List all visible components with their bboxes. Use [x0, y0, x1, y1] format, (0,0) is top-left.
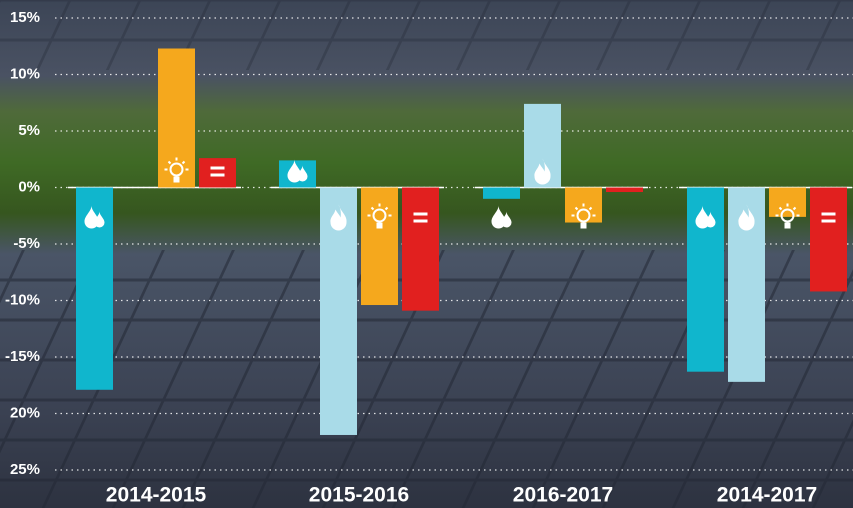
equals-icon — [414, 213, 428, 216]
y-tick-label: 20% — [10, 404, 40, 421]
equals-icon — [211, 167, 225, 170]
y-tick-label: 5% — [18, 122, 40, 139]
equals-icon — [822, 220, 836, 223]
y-tick-label: 10% — [10, 65, 40, 82]
y-tick-label: 15% — [10, 9, 40, 26]
x-tick-label: 2014-2015 — [106, 484, 207, 507]
x-tick-label: 2015-2016 — [309, 484, 409, 507]
equals-icon — [822, 213, 836, 216]
x-tick-label: 2016-2017 — [513, 484, 613, 507]
chart: 15% 10% 5% 0% -5% -10% -15% 20% 25% 2014-2015 2015… — [0, 0, 853, 508]
y-tick-label: -10% — [5, 291, 40, 308]
bar — [402, 188, 439, 311]
y-tick-label: 25% — [10, 461, 40, 478]
bar — [199, 158, 236, 187]
bar — [769, 188, 806, 217]
y-tick-label: 0% — [18, 178, 40, 195]
y-tick-label: -5% — [13, 235, 40, 252]
x-tick-label: 2014-2017 — [717, 484, 817, 507]
equals-icon — [211, 174, 225, 177]
bulb-icon — [377, 223, 383, 229]
background-texture — [0, 0, 853, 70]
bar — [810, 188, 847, 292]
bulb-icon — [785, 223, 791, 229]
bar — [158, 49, 195, 188]
bulb-icon — [581, 223, 587, 229]
bar — [483, 188, 520, 199]
bar — [606, 188, 643, 193]
bulb-icon — [174, 177, 180, 183]
y-tick-label: -15% — [5, 348, 40, 365]
equals-icon — [414, 220, 428, 223]
